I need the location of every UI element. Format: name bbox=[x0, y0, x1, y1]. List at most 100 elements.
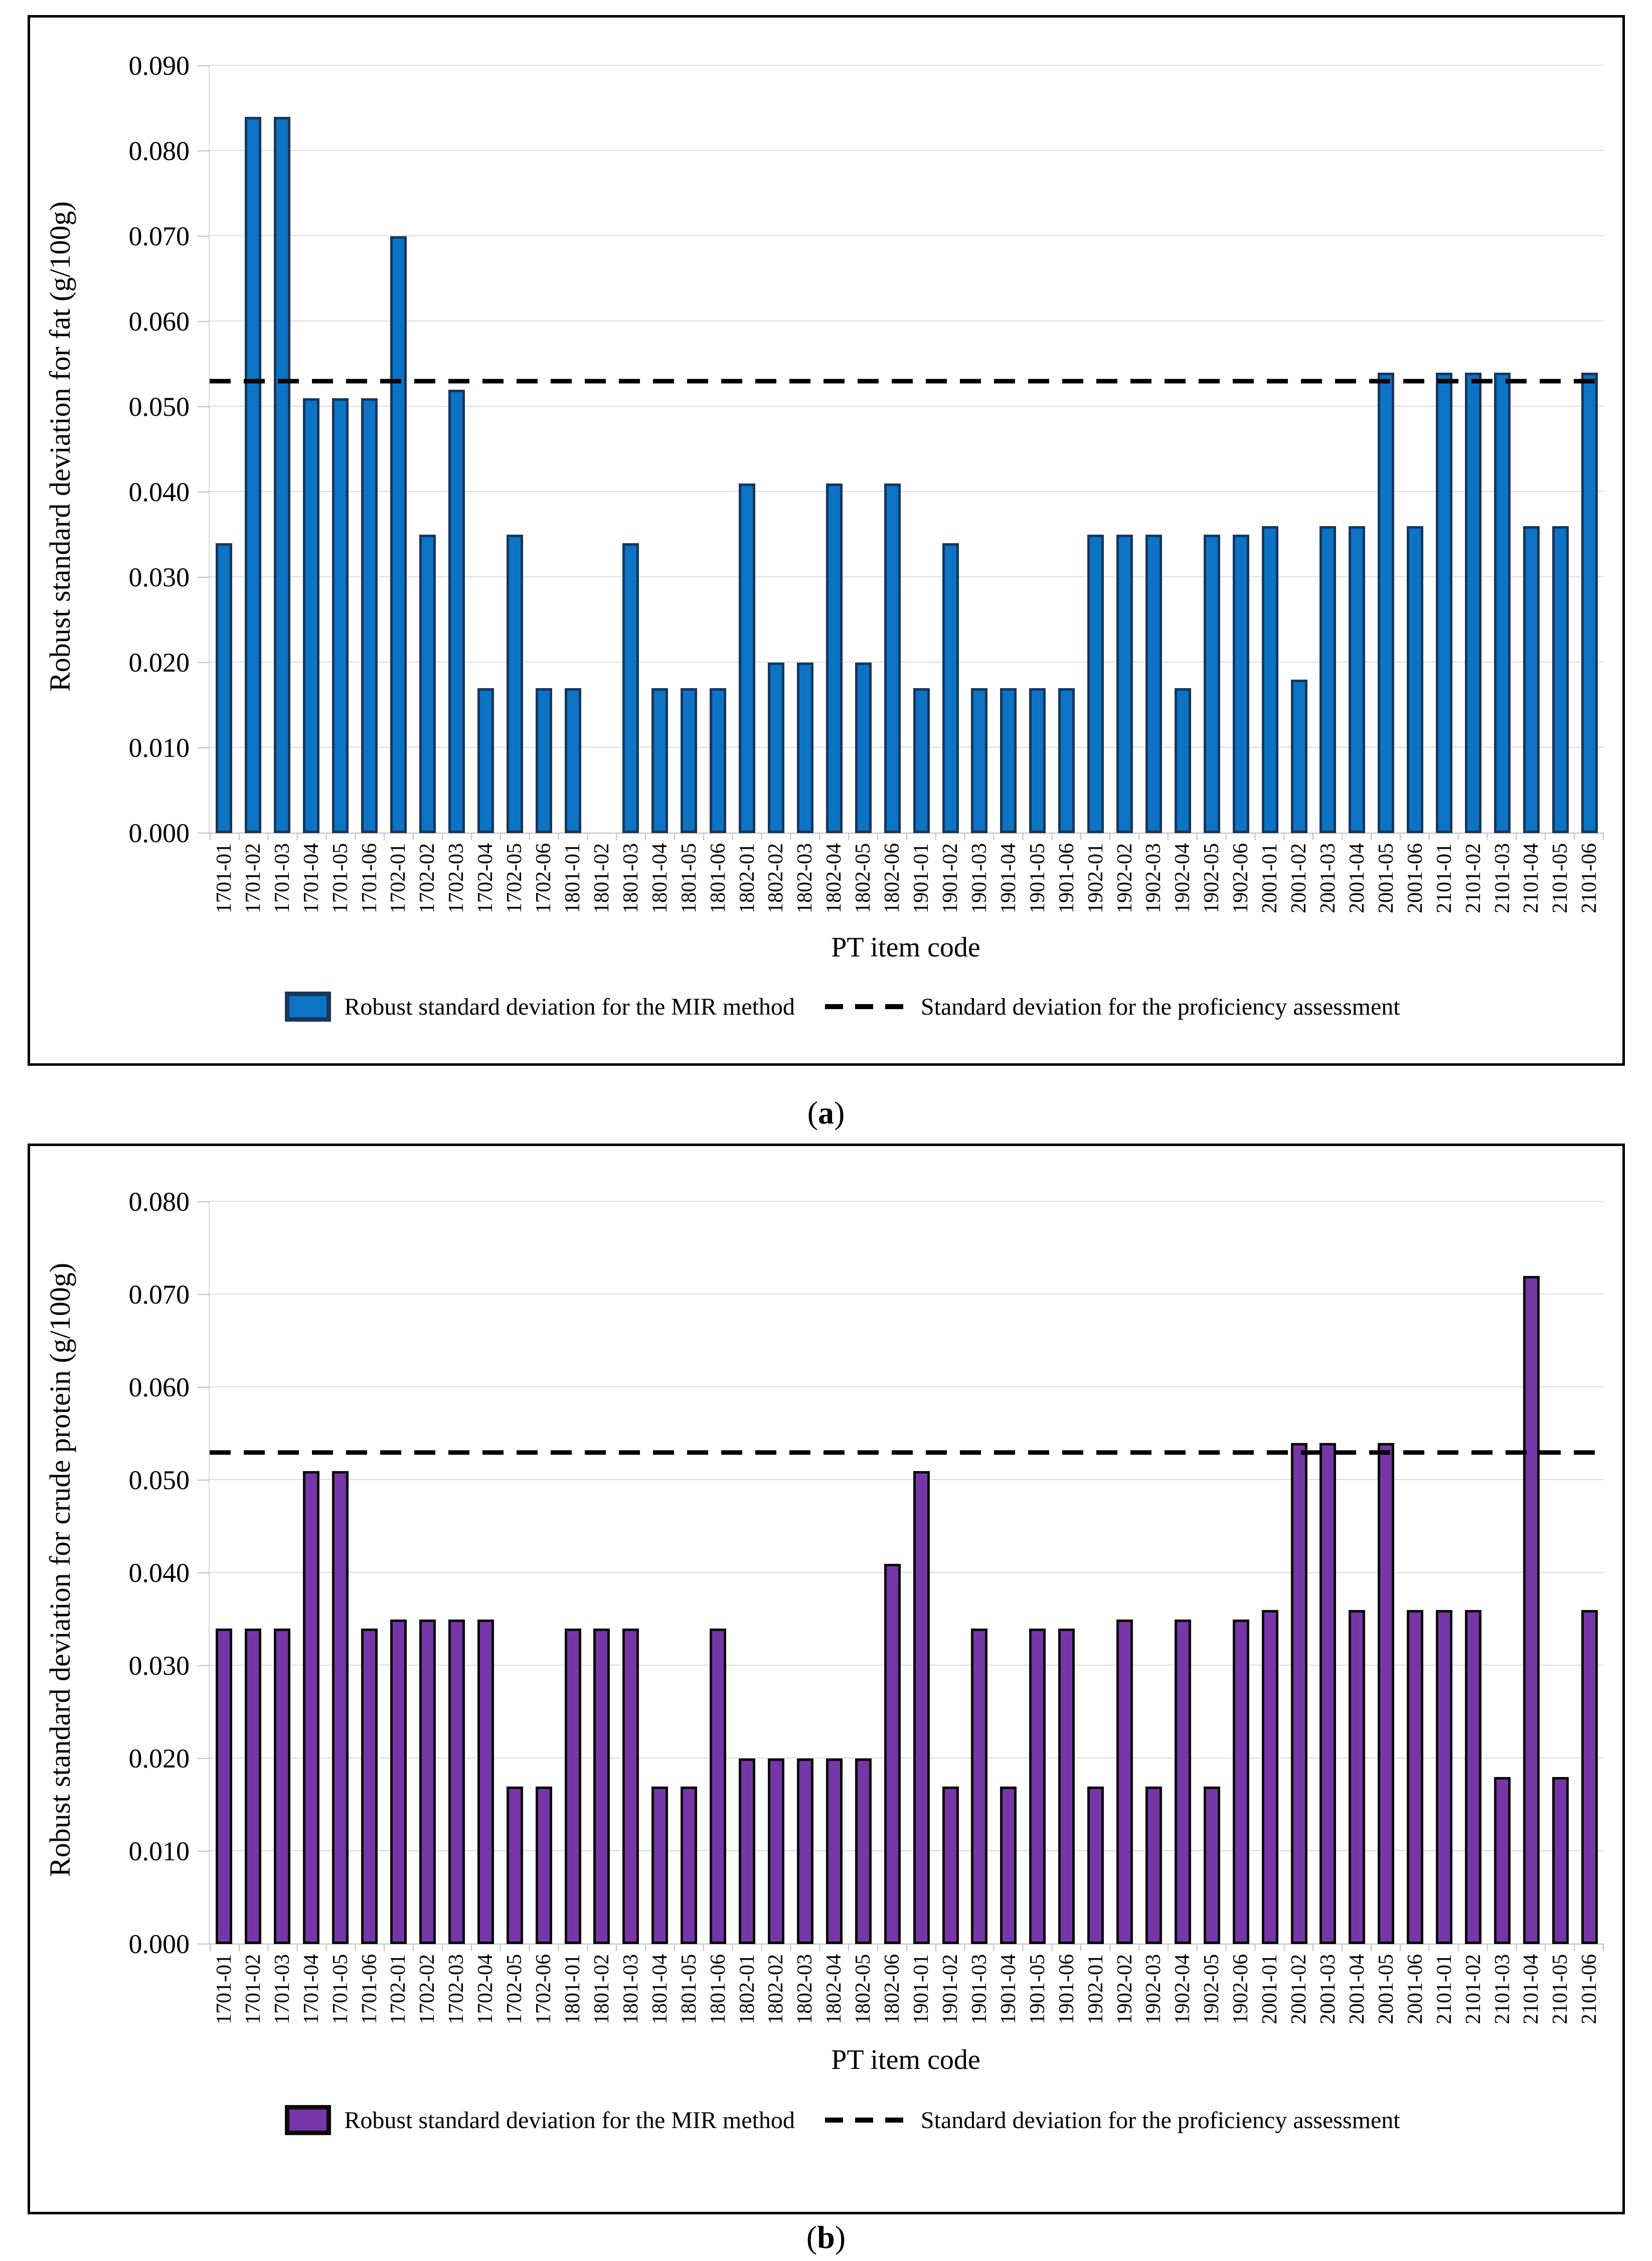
bar-1801-02 bbox=[593, 1629, 610, 1944]
bar-slot bbox=[1168, 66, 1197, 833]
x-tick-label: 1801-02 bbox=[590, 843, 613, 913]
bar-1901-02 bbox=[942, 543, 959, 833]
x-tick-label: 1901-04 bbox=[997, 843, 1020, 913]
bar-slot bbox=[675, 1202, 704, 1944]
x-label-cell: 2101-01 bbox=[1430, 1954, 1459, 2044]
bar-slot bbox=[733, 1202, 762, 1944]
bar-1802-06 bbox=[884, 1563, 901, 1944]
x-label-cell: 1801-05 bbox=[675, 1954, 704, 2044]
bar-slot bbox=[413, 1202, 442, 1944]
x-tick-label: 1902-01 bbox=[1084, 843, 1107, 913]
bar-slot bbox=[471, 1202, 500, 1944]
bar-1801-04 bbox=[651, 688, 669, 833]
bar-2001-04 bbox=[1349, 526, 1366, 833]
x-label-cell: 2101-03 bbox=[1488, 843, 1517, 933]
bar-1702-02 bbox=[419, 535, 436, 833]
x-tick-label: 1901-03 bbox=[967, 843, 991, 913]
x-label-cell: 1701-01 bbox=[210, 843, 239, 933]
y-tick-label: 0.040 bbox=[128, 477, 190, 507]
x-label-cell: 1902-01 bbox=[1081, 843, 1110, 933]
bar-slot bbox=[326, 1202, 355, 1944]
x-tick-label: 2101-03 bbox=[1491, 1954, 1514, 2024]
bar-slot bbox=[1517, 1202, 1546, 1944]
bar-1701-03 bbox=[274, 1629, 291, 1944]
gridline bbox=[210, 1479, 1604, 1480]
x-label-cell: 1702-04 bbox=[471, 1954, 500, 2044]
x-label-cell: 1702-03 bbox=[442, 843, 471, 933]
bar-slot bbox=[994, 1202, 1023, 1944]
bar-1702-03 bbox=[448, 1619, 465, 1944]
x-label-cell: 2101-01 bbox=[1430, 843, 1459, 933]
x-tick-label: 2101-05 bbox=[1549, 843, 1572, 913]
bar-slot bbox=[1139, 66, 1169, 833]
x-tick-label: 2101-06 bbox=[1578, 1954, 1601, 2024]
bar-2001-02 bbox=[1290, 1443, 1307, 1944]
bar-slot bbox=[587, 66, 616, 833]
bar-slot bbox=[1343, 66, 1372, 833]
x-label-cell: 2101-04 bbox=[1517, 1954, 1546, 2044]
bar-1802-01 bbox=[739, 483, 756, 833]
x-label-cell: 1901-02 bbox=[936, 1954, 965, 2044]
y-axis-tick bbox=[198, 65, 210, 66]
y-axis-tick bbox=[198, 150, 210, 151]
x-label-cell: 1902-04 bbox=[1168, 1954, 1197, 2044]
x-label-cell: 1902-05 bbox=[1197, 843, 1226, 933]
gridline bbox=[210, 1850, 1604, 1851]
bar-2001-04 bbox=[1349, 1610, 1366, 1944]
x-label-cell: 1902-06 bbox=[1226, 843, 1255, 933]
gridline bbox=[210, 320, 1604, 321]
bar-slot bbox=[994, 66, 1023, 833]
y-tick-label: 0.080 bbox=[128, 136, 190, 166]
x-label-cell: 1702-02 bbox=[413, 1954, 442, 2044]
bar-slot bbox=[704, 66, 733, 833]
bar-1702-01 bbox=[390, 236, 407, 833]
bar-slot bbox=[529, 66, 558, 833]
x-tick-label: 1902-06 bbox=[1229, 843, 1253, 913]
chart-b-legend-series-label: Robust standard deviation for the MIR me… bbox=[344, 2107, 795, 2134]
gridline bbox=[210, 1386, 1604, 1387]
y-axis-tick bbox=[198, 577, 210, 578]
bar-1902-04 bbox=[1174, 688, 1191, 833]
x-label-cell: 1902-04 bbox=[1168, 843, 1197, 933]
bar-slot bbox=[239, 1202, 268, 1944]
x-label-cell: 1901-05 bbox=[1023, 1954, 1052, 2044]
bar-1901-02 bbox=[942, 1786, 959, 1944]
bar-slot bbox=[268, 66, 297, 833]
x-tick-label: 1702-06 bbox=[532, 1954, 556, 2024]
y-axis-tick bbox=[198, 1944, 210, 1945]
bar-slot bbox=[1430, 1202, 1459, 1944]
bar-2101-01 bbox=[1436, 1610, 1453, 1944]
bar-2101-05 bbox=[1552, 526, 1569, 833]
x-tick-label: 1801-03 bbox=[619, 843, 642, 913]
x-label-cell: 1901-01 bbox=[907, 1954, 936, 2044]
x-label-cell: 1801-06 bbox=[704, 1954, 733, 2044]
bar-1702-06 bbox=[535, 1786, 552, 1944]
x-tick-label: 1701-03 bbox=[270, 843, 294, 913]
bar-1701-06 bbox=[361, 1629, 378, 1944]
x-label-cell: 1702-05 bbox=[500, 843, 529, 933]
x-label-cell: 1802-04 bbox=[819, 843, 849, 933]
caption-a: (a) bbox=[807, 1095, 845, 1130]
gridline bbox=[210, 1201, 1604, 1202]
x-label-cell: 1701-06 bbox=[355, 1954, 384, 2044]
bar-slot bbox=[297, 66, 326, 833]
x-tick-label: 2101-02 bbox=[1461, 843, 1485, 913]
y-tick-label: 0.030 bbox=[128, 1651, 190, 1681]
gridline bbox=[210, 491, 1604, 492]
x-label-cell: 1802-01 bbox=[733, 1954, 762, 2044]
x-tick-label: 2001-03 bbox=[1316, 1954, 1340, 2024]
bar-slot bbox=[616, 1202, 645, 1944]
gridline bbox=[210, 1665, 1604, 1666]
y-tick-label: 0.080 bbox=[128, 1187, 190, 1217]
bar-1802-05 bbox=[855, 663, 872, 833]
bar-1802-02 bbox=[767, 1758, 784, 1944]
bar-1802-04 bbox=[825, 1758, 843, 1944]
x-tick-label: 2101-06 bbox=[1578, 843, 1601, 913]
bar-1902-04 bbox=[1174, 1619, 1191, 1944]
bar-slot bbox=[1226, 66, 1255, 833]
x-tick-label: 1801-05 bbox=[677, 1954, 701, 2024]
bar-1701-06 bbox=[361, 398, 378, 833]
bar-1702-06 bbox=[535, 688, 552, 833]
x-label-cell: 1701-02 bbox=[239, 1954, 268, 2044]
x-label-cell: 2001-06 bbox=[1401, 843, 1430, 933]
